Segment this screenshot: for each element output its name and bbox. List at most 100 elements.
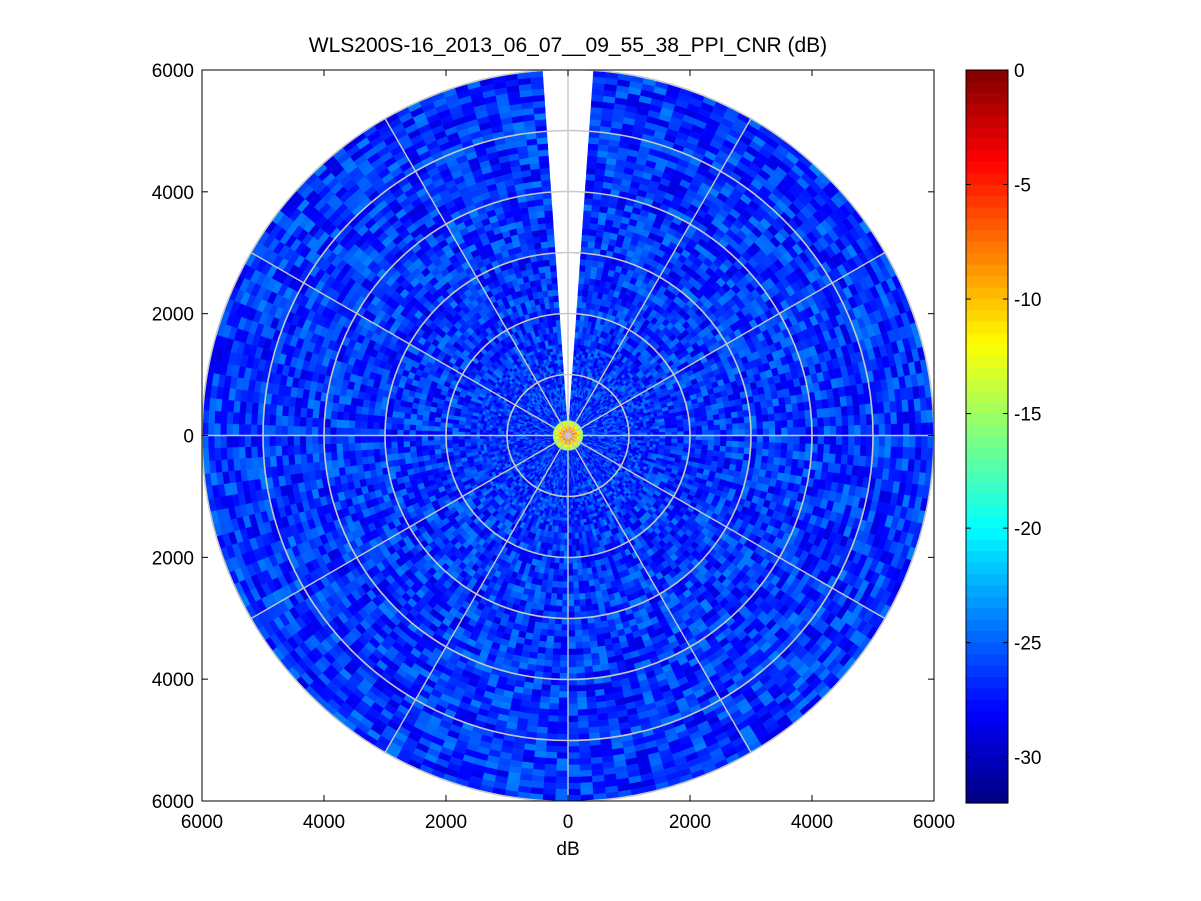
ppi-cell — [585, 173, 596, 181]
ppi-cell — [643, 437, 648, 442]
ppi-cell — [908, 447, 916, 461]
ppi-cell — [579, 258, 587, 266]
ppi-cell — [713, 445, 721, 452]
ppi-cell — [726, 429, 733, 436]
chart-title: WLS200S-16_2013_06_07__09_55_38_PPI_CNR … — [309, 34, 827, 57]
ppi-cell — [592, 82, 606, 90]
ppi-cell — [701, 425, 709, 432]
ppi-cell — [723, 406, 732, 414]
ppi-cell — [582, 222, 591, 230]
ppi-cell — [914, 410, 922, 424]
ppi-cell — [730, 411, 739, 419]
ppi-cell — [591, 260, 599, 268]
ppi-cell — [889, 400, 897, 414]
ppi-cell — [798, 418, 807, 428]
ppi-cell — [768, 420, 776, 429]
ppi-cell — [724, 451, 733, 459]
ppi-cell — [707, 435, 715, 441]
ppi-cell — [573, 347, 578, 351]
ppi-cell — [577, 289, 584, 297]
ppi-cell — [811, 426, 819, 436]
ppi-cell — [587, 149, 599, 157]
ppi-cell — [883, 457, 891, 470]
ppi-cell — [583, 210, 592, 218]
ppi-cell — [732, 429, 740, 436]
ppi-cell — [921, 422, 929, 436]
ppi-cell — [588, 235, 597, 243]
ppi-cell — [811, 435, 819, 445]
ppi-cell — [649, 423, 654, 428]
ppi-cell — [921, 435, 929, 449]
ppi-cell — [835, 435, 843, 446]
ppi-cell — [909, 435, 916, 448]
ppi-cell — [768, 435, 776, 443]
ppi-cell — [706, 414, 714, 422]
ppi-cell — [755, 408, 763, 416]
ppi-cell — [655, 438, 660, 443]
ppi-cell — [798, 443, 807, 453]
ppi-cell — [840, 454, 849, 466]
ppi-cell — [835, 425, 843, 436]
ppi-cell — [649, 438, 654, 442]
ppi-cell — [854, 425, 862, 436]
ppi-cell — [576, 301, 583, 309]
ppi-cell — [712, 414, 720, 421]
ppi-cell — [775, 435, 782, 444]
ppi-cell — [920, 447, 928, 461]
ppi-cell — [655, 428, 660, 433]
ppi-cell — [584, 271, 592, 279]
ppi-cell — [718, 413, 726, 420]
ppi-cell — [786, 442, 794, 452]
ppi-cell — [707, 430, 715, 436]
ppi-cell — [589, 112, 603, 121]
ppi-cell — [643, 429, 648, 434]
ppi-cell — [848, 435, 855, 446]
ppi-cell — [774, 412, 782, 422]
ppi-cell — [579, 264, 587, 272]
ppi-cell — [797, 459, 805, 469]
ppi-cell — [877, 402, 885, 415]
ppi-cell — [640, 427, 645, 431]
ppi-cell — [695, 421, 703, 427]
ppi-cell — [695, 444, 703, 450]
ppi-cell — [884, 412, 892, 425]
ppi-cell — [780, 412, 788, 421]
ppi-cell — [707, 440, 715, 446]
ppi-cell — [750, 435, 758, 443]
ppi-cell — [573, 353, 577, 357]
ppi-cell — [793, 435, 801, 444]
ppi-cell — [589, 118, 602, 127]
ppi-cell — [736, 453, 745, 461]
ppi-cell — [835, 444, 843, 455]
ppi-cell — [859, 414, 867, 426]
ppi-cell — [896, 446, 904, 460]
ppi-cell — [847, 415, 855, 426]
ppi-cell — [773, 405, 781, 415]
ppi-cell — [792, 450, 800, 460]
ppi-cell — [591, 198, 602, 207]
ppi-cell — [852, 404, 861, 416]
ppi-cell — [714, 429, 721, 436]
ppi-cell — [591, 204, 601, 213]
ppi-cell — [646, 440, 651, 445]
ppi-cell — [762, 428, 770, 436]
ppi-cell — [646, 429, 651, 433]
ppi-cell — [780, 419, 788, 429]
ppi-cell — [791, 402, 799, 413]
ppi-cell — [859, 445, 867, 457]
ppi-cell — [581, 228, 590, 236]
ppi-cell — [670, 423, 678, 429]
ppi-cell — [735, 459, 744, 467]
ppi-cell — [701, 444, 709, 451]
ppi-cell — [659, 428, 666, 433]
ppi-cell — [713, 424, 721, 431]
ppi-cell — [799, 426, 807, 436]
ppi-cell — [756, 428, 764, 436]
ppi-cell — [637, 430, 642, 434]
ppi-cell — [649, 440, 654, 445]
ppi-cell — [799, 435, 807, 445]
ppi-cell — [587, 241, 596, 249]
ppi-cell — [890, 435, 898, 448]
ppi-cell — [755, 414, 763, 423]
ppi-cell — [736, 410, 745, 418]
